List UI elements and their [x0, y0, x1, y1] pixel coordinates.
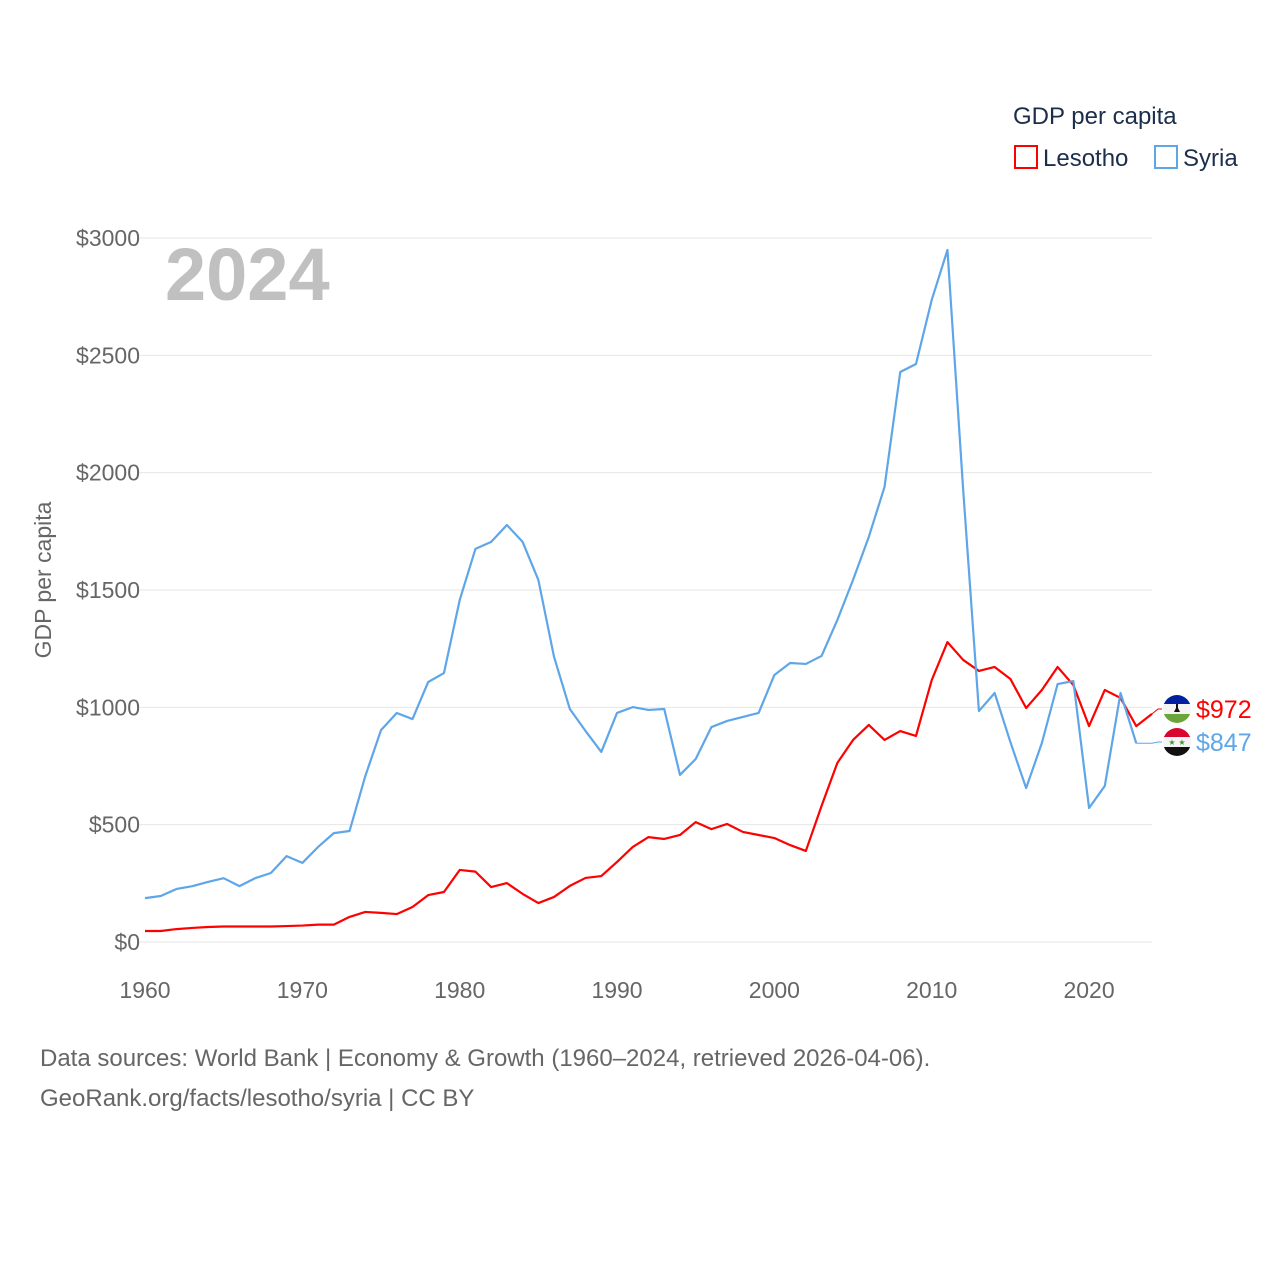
legend-swatch-syria[interactable]	[1154, 145, 1178, 169]
end-labels: $972★ ★ $847	[1136, 695, 1252, 757]
x-tick-label: 1980	[434, 977, 485, 1003]
syria-flag-icon: ★ ★	[1163, 728, 1191, 756]
footer-attribution: GeoRank.org/facts/lesotho/syria | CC BY	[40, 1085, 475, 1112]
legend-label-lesotho[interactable]: Lesotho	[1043, 145, 1128, 172]
leader-line	[1151, 708, 1162, 715]
lesotho-flag-icon	[1163, 695, 1191, 723]
legend-swatch-lesotho[interactable]	[1014, 145, 1038, 169]
leader-line	[1136, 741, 1162, 744]
x-axis-ticks: 1960 1970 1980 1990 2000 2010 2020	[119, 977, 1114, 1003]
x-tick-label: 1990	[591, 977, 642, 1003]
y-tick-label: $1500	[76, 577, 140, 603]
svg-text:★: ★	[1168, 738, 1175, 747]
x-tick-label: 2000	[749, 977, 800, 1003]
y-tick-label: $0	[114, 929, 140, 955]
y-axis-title: GDP per capita	[30, 501, 56, 658]
end-value-label-lesotho: $972	[1196, 696, 1252, 724]
y-tick-label: $2500	[76, 342, 140, 368]
series-line-lesotho	[145, 640, 1153, 933]
y-tick-label: $3000	[76, 225, 140, 251]
footer-sources: Data sources: World Bank | Economy & Gro…	[40, 1045, 931, 1072]
year-watermark: 2024	[165, 233, 330, 316]
x-tick-label: 1970	[277, 977, 328, 1003]
x-tick-label: 1960	[119, 977, 170, 1003]
series-line-syria	[144, 248, 1138, 900]
y-axis-ticks: $0 $500 $1000 $1500 $2000 $2500 $3000	[76, 225, 140, 955]
gridlines	[140, 237, 1152, 943]
svg-text:★: ★	[1178, 738, 1185, 747]
y-tick-label: $500	[89, 812, 140, 838]
end-value-label-syria: $847	[1196, 729, 1252, 757]
y-tick-label: $2000	[76, 460, 140, 486]
legend-label-syria[interactable]: Syria	[1183, 145, 1238, 172]
legend: GDP per capita Lesotho Syria	[1013, 103, 1238, 172]
y-tick-label: $1000	[76, 694, 140, 720]
x-tick-label: 2010	[906, 977, 957, 1003]
legend-title: GDP per capita	[1013, 103, 1177, 130]
x-tick-label: 2020	[1063, 977, 1114, 1003]
series-lines	[144, 248, 1153, 933]
